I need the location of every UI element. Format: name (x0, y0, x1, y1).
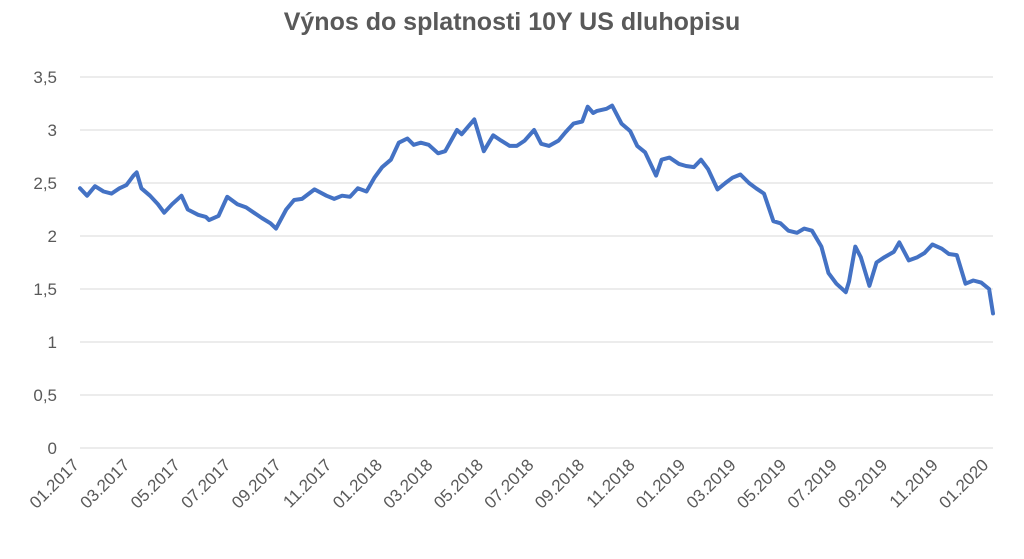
y-tick-label: 3,5 (33, 68, 57, 87)
x-tick-label: 05.2019 (733, 455, 790, 512)
x-tick-label: 01.2019 (632, 455, 689, 512)
y-tick-label: 2,5 (33, 174, 57, 193)
x-tick-label: 03.2018 (380, 455, 437, 512)
x-tick-label: 03.2017 (76, 455, 133, 512)
x-tick-label: 11.2019 (886, 455, 942, 511)
x-tick-label: 05.2018 (430, 455, 487, 512)
x-tick-label: 09.2019 (834, 455, 891, 512)
x-tick-label: 07.2019 (784, 455, 841, 512)
x-tick-label: 07.2018 (481, 455, 538, 512)
y-tick-label: 1,5 (33, 280, 57, 299)
y-tick-label: 0 (48, 439, 57, 458)
x-tick-label: 11.2018 (583, 455, 639, 511)
y-tick-label: 2 (48, 227, 57, 246)
x-tick-label: 03.2019 (683, 455, 740, 512)
y-tick-label: 0,5 (33, 386, 57, 405)
x-tick-label: 07.2017 (178, 455, 235, 512)
x-tick-label: 05.2017 (127, 455, 184, 512)
x-tick-label: 01.2020 (935, 455, 992, 512)
x-tick-label: 09.2018 (531, 455, 588, 512)
x-tick-label: 01.2017 (26, 455, 83, 512)
y-tick-label: 3 (48, 121, 57, 140)
x-tick-label: 09.2017 (228, 455, 285, 512)
x-tick-label: 11.2017 (279, 455, 335, 511)
series-line (78, 103, 995, 316)
y-tick-label: 1 (48, 333, 57, 352)
x-tick-label: 01.2018 (329, 455, 386, 512)
chart-title: Výnos do splatnosti 10Y US dluhopisu (283, 8, 741, 36)
